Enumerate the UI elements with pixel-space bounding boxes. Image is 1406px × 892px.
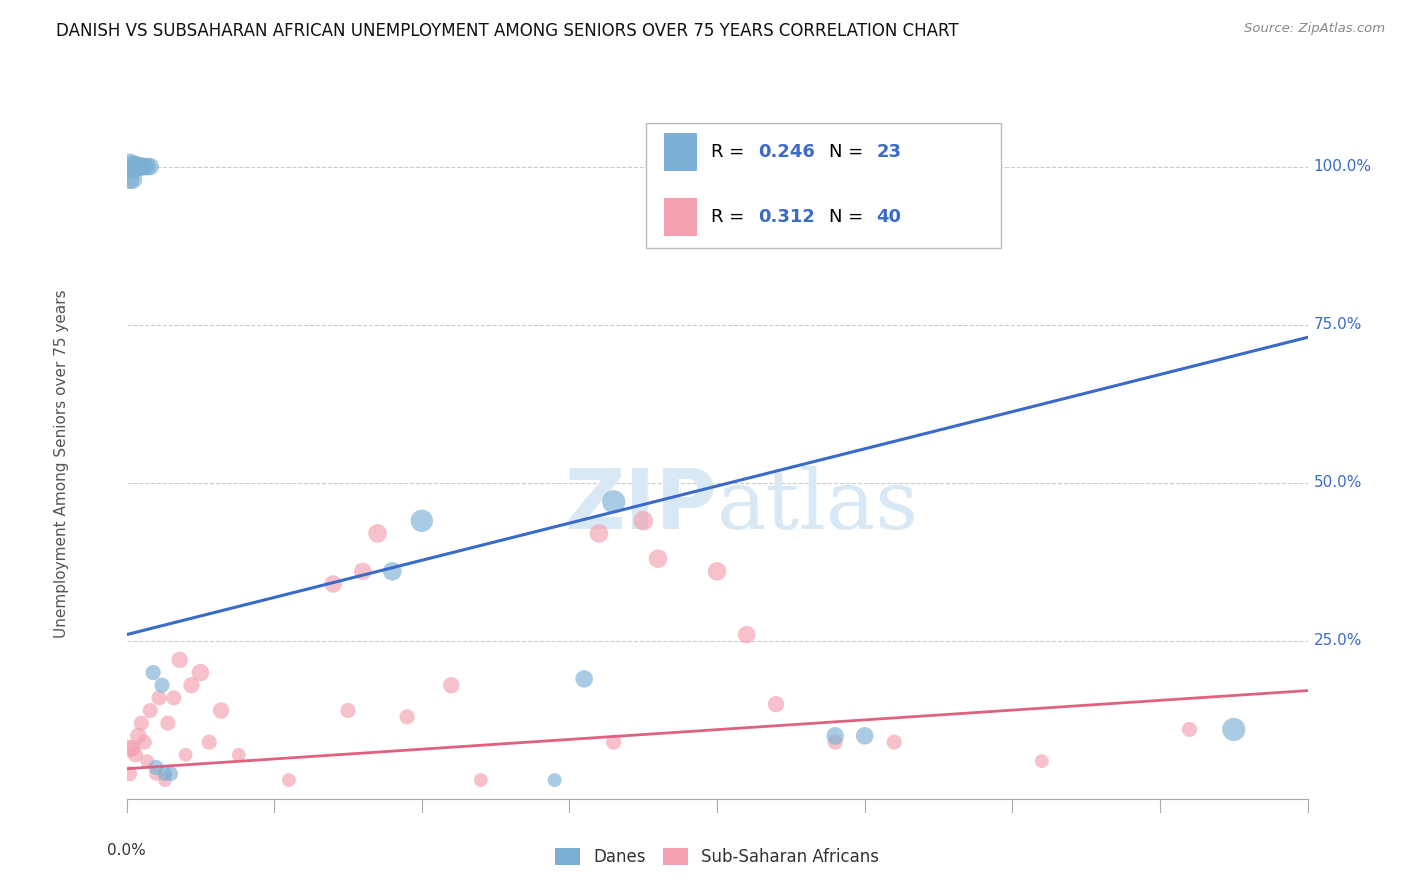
Text: N =: N =	[830, 208, 869, 226]
Point	[118, 741, 141, 756]
Text: 25.0%: 25.0%	[1313, 633, 1362, 648]
Text: 75.0%: 75.0%	[1313, 318, 1362, 332]
Point	[1178, 723, 1201, 737]
Point	[163, 690, 186, 705]
Point	[440, 678, 463, 692]
Point	[153, 766, 176, 780]
Point	[411, 514, 433, 528]
Point	[543, 773, 565, 788]
Text: 0.312: 0.312	[758, 208, 815, 226]
Point	[853, 729, 876, 743]
Point	[139, 160, 162, 174]
Point	[124, 160, 146, 174]
Point	[337, 704, 360, 718]
Point	[142, 665, 165, 680]
Point	[1222, 723, 1246, 737]
Point	[396, 710, 419, 724]
Point	[159, 766, 183, 780]
Point	[824, 735, 846, 749]
Point	[169, 653, 191, 667]
Text: Unemployment Among Seniors over 75 years: Unemployment Among Seniors over 75 years	[53, 290, 69, 638]
Point	[127, 160, 149, 174]
Text: 23: 23	[876, 143, 901, 161]
Point	[134, 735, 156, 749]
Point	[124, 747, 146, 762]
Text: N =: N =	[830, 143, 869, 161]
Point	[352, 565, 374, 579]
Text: 50.0%: 50.0%	[1313, 475, 1362, 491]
Point	[381, 565, 404, 579]
Point	[209, 704, 232, 718]
Text: DANISH VS SUBSAHARAN AFRICAN UNEMPLOYMENT AMONG SENIORS OVER 75 YEARS CORRELATIO: DANISH VS SUBSAHARAN AFRICAN UNEMPLOYMEN…	[56, 22, 959, 40]
Point	[824, 729, 846, 743]
Point	[139, 704, 162, 718]
Bar	[664, 198, 697, 236]
Point	[735, 627, 758, 641]
Point	[574, 672, 596, 686]
Point	[121, 741, 143, 756]
Point	[136, 754, 159, 768]
Text: atlas: atlas	[717, 466, 920, 546]
Point	[129, 160, 153, 174]
Legend: Danes, Sub-Saharan Africans: Danes, Sub-Saharan Africans	[548, 841, 886, 873]
Point	[1031, 754, 1053, 768]
Point	[588, 526, 610, 541]
Point	[278, 773, 301, 788]
Bar	[647, 123, 1001, 248]
Point	[603, 735, 626, 749]
Point	[150, 678, 173, 692]
Point	[603, 495, 626, 509]
Text: R =: R =	[711, 208, 751, 226]
Point	[129, 716, 153, 731]
Point	[148, 690, 170, 705]
Point	[136, 160, 159, 174]
Point	[121, 160, 143, 174]
Point	[174, 747, 197, 762]
Point	[145, 760, 167, 774]
Point	[127, 729, 149, 743]
Point	[145, 766, 167, 780]
Point	[228, 747, 250, 762]
Bar	[664, 133, 697, 171]
Point	[118, 172, 141, 186]
Text: 0.246: 0.246	[758, 143, 815, 161]
Point	[134, 160, 156, 174]
Point	[647, 551, 669, 566]
Point	[366, 526, 388, 541]
Text: 100.0%: 100.0%	[1313, 159, 1371, 174]
Point	[631, 514, 654, 528]
Text: ZIP: ZIP	[565, 465, 717, 546]
Point	[765, 697, 787, 711]
Point	[322, 577, 344, 591]
Text: Source: ZipAtlas.com: Source: ZipAtlas.com	[1244, 22, 1385, 36]
Point	[883, 735, 905, 749]
Point	[470, 773, 492, 788]
Point	[156, 716, 179, 731]
Point	[118, 160, 141, 174]
Point	[180, 678, 202, 692]
Point	[198, 735, 221, 749]
Point	[118, 766, 141, 780]
Point	[153, 773, 176, 788]
Point	[121, 172, 143, 186]
Text: 40: 40	[876, 208, 901, 226]
Point	[706, 565, 728, 579]
Text: 0.0%: 0.0%	[107, 843, 146, 858]
Text: R =: R =	[711, 143, 751, 161]
Point	[188, 665, 211, 680]
